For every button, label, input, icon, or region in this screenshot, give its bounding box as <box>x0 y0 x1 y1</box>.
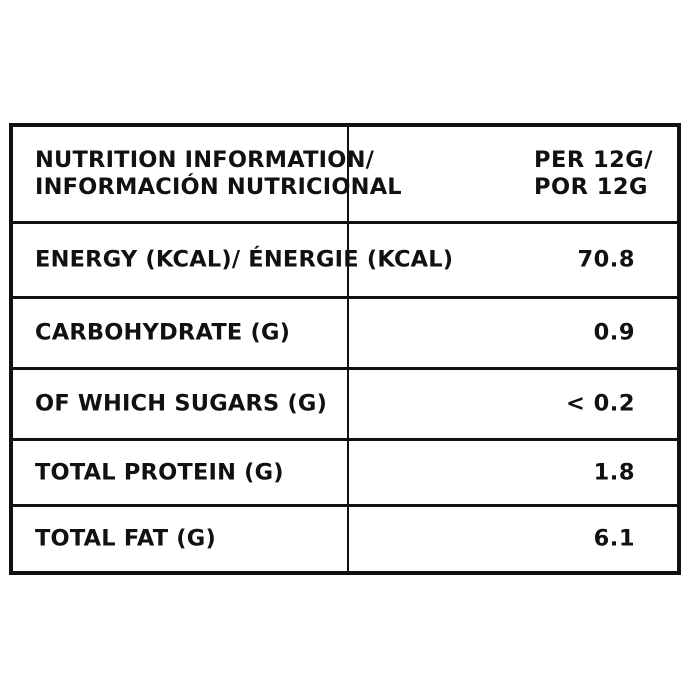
header-value-line1: PER 12G/ <box>533 147 653 173</box>
nutrition-table: NUTRITION INFORMATION/ INFORMACIÓN NUTRI… <box>9 123 681 575</box>
header-label: NUTRITION INFORMATION/ INFORMACIÓN NUTRI… <box>35 147 402 201</box>
row-value: 70.8 <box>577 246 635 273</box>
column-divider <box>347 127 349 571</box>
row-value: 0.9 <box>593 319 635 346</box>
row-label: OF WHICH SUGARS (G) <box>35 390 328 417</box>
table-row: TOTAL PROTEIN (G) 1.8 <box>13 441 677 507</box>
table-row: ENERGY (KCAL)/ ÉNERGIE (KCAL) 70.8 <box>13 224 677 299</box>
row-label: CARBOHYDRATE (G) <box>35 319 291 346</box>
table-row: OF WHICH SUGARS (G) < 0.2 <box>13 370 677 441</box>
header-label-line2: INFORMACIÓN NUTRICIONAL <box>35 174 402 200</box>
table-row: TOTAL FAT (G) 6.1 <box>13 507 677 571</box>
row-value: 6.1 <box>593 525 635 552</box>
row-value: < 0.2 <box>565 390 635 417</box>
header-label-line1: NUTRITION INFORMATION/ <box>35 147 375 173</box>
header-value-line2: POR 12G <box>533 174 649 200</box>
row-value: 1.8 <box>593 459 635 485</box>
row-label: TOTAL FAT (G) <box>35 525 216 552</box>
table-header-row: NUTRITION INFORMATION/ INFORMACIÓN NUTRI… <box>13 127 677 224</box>
header-value: PER 12G/ POR 12G <box>534 147 653 201</box>
row-label: ENERGY (KCAL)/ ÉNERGIE (KCAL) <box>35 246 454 273</box>
row-label: TOTAL PROTEIN (G) <box>35 459 284 485</box>
table-row: CARBOHYDRATE (G) 0.9 <box>13 299 677 370</box>
